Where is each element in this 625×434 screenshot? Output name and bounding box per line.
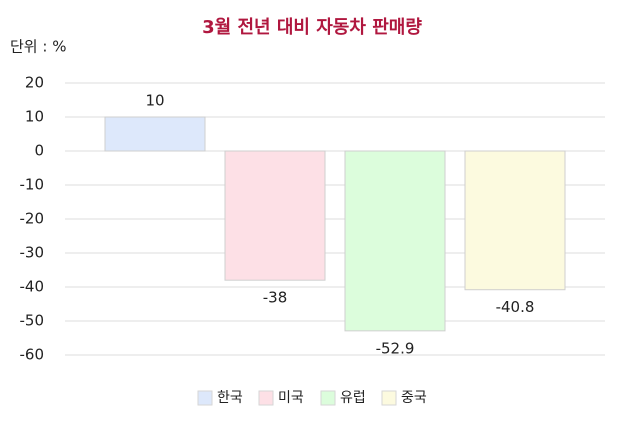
y-tick-label: -30 bbox=[20, 244, 45, 262]
legend-label: 유럽 bbox=[340, 390, 366, 406]
y-tick-label: -20 bbox=[20, 210, 45, 228]
legend-swatch bbox=[381, 390, 397, 406]
y-tick-label: -40 bbox=[20, 278, 45, 296]
y-tick-label: -50 bbox=[20, 312, 45, 330]
y-tick-label: 0 bbox=[34, 142, 44, 160]
value-label: -40.8 bbox=[496, 298, 535, 316]
unit-label: 단위 : % bbox=[10, 38, 66, 56]
legend-swatch bbox=[258, 390, 274, 406]
value-label: 10 bbox=[145, 92, 164, 110]
bar bbox=[344, 150, 446, 332]
bar bbox=[464, 150, 566, 291]
legend-swatch bbox=[197, 390, 213, 406]
value-label: -38 bbox=[263, 289, 288, 307]
legend-label: 중국 bbox=[401, 390, 427, 406]
chart-title: 3월 전년 대비 자동차 판매량 bbox=[202, 17, 422, 38]
y-tick-label: -60 bbox=[20, 346, 45, 364]
value-label: -52.9 bbox=[376, 339, 415, 357]
legend-label: 한국 bbox=[217, 390, 243, 406]
y-tick-label: -10 bbox=[20, 176, 45, 194]
legend-label: 미국 bbox=[278, 390, 304, 406]
y-tick-label: 10 bbox=[25, 108, 44, 126]
y-tick-label: 20 bbox=[25, 74, 44, 92]
bar bbox=[104, 116, 206, 152]
legend-swatch bbox=[320, 390, 336, 406]
bar bbox=[224, 150, 326, 281]
